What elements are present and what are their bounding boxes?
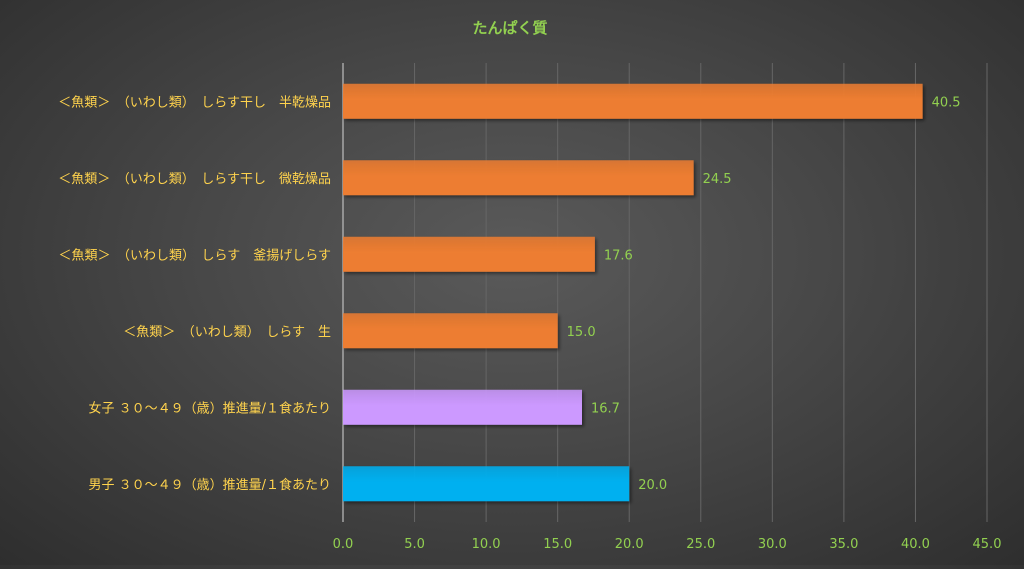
value-label: 15.0 (567, 325, 596, 340)
x-tick-label: 20.0 (615, 537, 644, 552)
value-label: 17.6 (604, 248, 633, 263)
bar (343, 83, 923, 119)
bar (343, 160, 694, 196)
bar (343, 389, 582, 425)
chart-title: たんぱく質 (472, 19, 547, 37)
category-label: ＜魚類＞ （いわし類） しらす 釜揚げしらす (59, 247, 331, 263)
x-tick-label: 25.0 (686, 537, 715, 552)
bars (343, 83, 923, 502)
value-label: 24.5 (703, 172, 732, 187)
bar (343, 236, 595, 272)
value-label: 40.5 (932, 95, 961, 110)
x-tick-label: 35.0 (829, 537, 858, 552)
x-tick-label: 10.0 (472, 537, 501, 552)
gridlines (414, 63, 988, 522)
x-tick-label: 45.0 (973, 537, 1002, 552)
bar (343, 313, 558, 349)
category-label: ＜魚類＞ （いわし類） しらす 生 (123, 325, 331, 340)
x-tick-label: 30.0 (758, 537, 787, 552)
x-tick-label: 5.0 (404, 537, 425, 552)
category-label: 男子 ３０～４９（歳）推進量/１食あたり (88, 477, 331, 493)
value-label: 16.7 (591, 401, 620, 416)
x-axis-tick-labels: 0.0 5.0 10.0 15.0 20.0 25.0 30.0 35.0 40.0 45.0 (333, 537, 1002, 552)
bar (343, 466, 630, 502)
category-label: ＜魚類＞ （いわし類） しらす干し 半乾燥品 (58, 95, 331, 110)
category-labels: ＜魚類＞ （いわし類） しらす干し 半乾燥品 ＜魚類＞ （いわし類） しらす干し … (58, 95, 331, 493)
x-tick-label: 15.0 (543, 537, 572, 552)
x-tick-label: 0.0 (333, 537, 354, 552)
category-label: 女子 ３０～４９（歳）推進量/１食あたり (88, 400, 331, 416)
value-label: 20.0 (638, 478, 667, 493)
x-tick-label: 40.0 (901, 537, 930, 552)
value-labels: 40.5 24.5 17.6 15.0 16.7 20.0 (567, 95, 961, 493)
category-label: ＜魚類＞ （いわし類） しらす干し 微乾燥品 (58, 172, 331, 187)
